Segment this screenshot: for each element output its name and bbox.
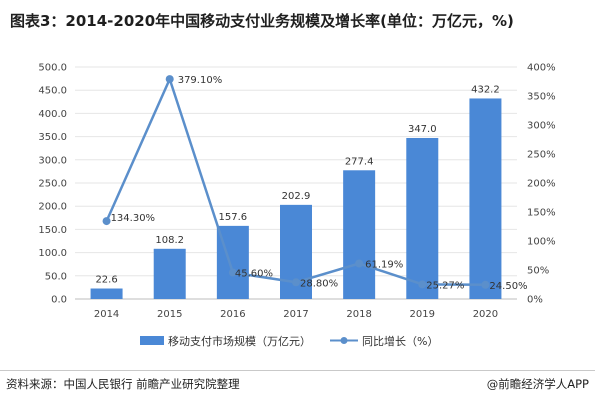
chart-title: 图表3：2014-2020年中国移动支付业务规模及增长率(单位：万亿元，%)	[10, 12, 514, 30]
x-tick-label: 2020	[473, 309, 498, 320]
bar-value-label: 157.6	[219, 212, 248, 223]
legend-line-marker	[340, 337, 348, 344]
growth-value-label: 134.30%	[111, 213, 156, 224]
y-right-tick-label: 300%	[527, 121, 556, 132]
brand-credit: @前瞻经济学人APP	[486, 377, 589, 391]
bar-value-label: 347.0	[408, 124, 437, 135]
source-note: 资料来源：中国人民银行 前瞻产业研究院整理	[6, 377, 240, 391]
y-left-tick-label: 300.0	[38, 155, 67, 166]
y-right-tick-label: 0%	[527, 295, 543, 306]
bar-2018	[343, 170, 376, 299]
x-tick-label: 2014	[94, 309, 119, 320]
growth-value-label: 61.19%	[365, 260, 403, 271]
x-tick-label: 2018	[346, 309, 371, 320]
bar-value-label: 432.2	[471, 84, 500, 95]
y-left-tick-label: 400.0	[38, 109, 67, 120]
y-left-tick-label: 0.0	[51, 295, 67, 306]
growth-value-label: 28.80%	[300, 278, 338, 289]
growth-value-label: 379.10%	[178, 75, 223, 86]
line-data-labels: 134.30% 379.10% 45.60% 28.80% 61.19% 25.27% 24…	[111, 75, 528, 292]
y-axis-right: 0% 50% 100% 150% 200% 250% 300% 350% 400%	[527, 63, 556, 306]
y-right-tick-label: 50%	[527, 266, 549, 277]
legend-line-label: 同比增长（%）	[362, 334, 438, 348]
bar-value-label: 22.6	[95, 275, 117, 286]
x-axis-ticks: 2014 2015 2016 2017 2018 2019 2020	[94, 309, 498, 320]
bar-value-label: 202.9	[282, 191, 311, 202]
bar-data-labels: 22.6 108.2 157.6 202.9 277.4 347.0 432.2	[95, 84, 499, 285]
growth-point-2018	[355, 259, 364, 268]
x-tick-label: 2019	[410, 309, 435, 320]
y-left-tick-label: 100.0	[38, 248, 67, 259]
bar-2020	[469, 98, 502, 299]
y-right-tick-label: 400%	[527, 63, 556, 74]
growth-value-label: 45.60%	[235, 269, 273, 280]
y-axis-left: 0.0 50.0 100.0 150.0 200.0 250.0 300.0 350.0 400…	[38, 63, 67, 306]
y-left-tick-label: 500.0	[38, 63, 67, 74]
growth-point-2017	[292, 278, 300, 287]
growth-value-label: 25.27%	[426, 280, 464, 291]
y-right-tick-label: 200%	[527, 179, 556, 190]
x-tick-label: 2015	[157, 309, 182, 320]
growth-value-label: 24.50%	[489, 281, 527, 292]
legend: 移动支付市场规模（万亿元） 同比增长（%）	[140, 334, 438, 348]
growth-point-2014	[102, 217, 111, 226]
bar-value-label: 108.2	[155, 235, 184, 246]
growth-point-2016	[228, 268, 237, 277]
y-right-tick-label: 350%	[527, 92, 556, 103]
growth-point-2019	[418, 280, 427, 289]
bar-value-label: 277.4	[345, 156, 374, 167]
bar-2019	[406, 137, 439, 299]
growth-point-2015	[165, 75, 174, 84]
line-series	[102, 75, 490, 289]
x-tick-label: 2017	[283, 309, 308, 320]
y-left-tick-label: 350.0	[38, 132, 67, 143]
x-tick-label: 2016	[220, 309, 245, 320]
footer-divider	[0, 370, 595, 371]
combo-chart: 0.0 50.0 100.0 150.0 200.0 250.0 300.0 350.0 400…	[38, 63, 556, 349]
y-left-tick-label: 50.0	[45, 271, 67, 282]
y-right-tick-label: 150%	[527, 208, 556, 219]
bar-2014	[90, 288, 123, 299]
y-right-tick-label: 250%	[527, 150, 556, 161]
y-left-tick-label: 450.0	[38, 86, 67, 97]
y-left-tick-label: 200.0	[38, 202, 67, 213]
legend-bar-label: 移动支付市场规模（万亿元）	[168, 334, 311, 348]
growth-point-2020	[481, 280, 490, 289]
bar-2015	[153, 248, 186, 299]
y-left-tick-label: 150.0	[38, 225, 67, 236]
legend-bar-swatch	[140, 336, 164, 345]
y-right-tick-label: 100%	[527, 237, 556, 248]
y-left-tick-label: 250.0	[38, 179, 67, 190]
